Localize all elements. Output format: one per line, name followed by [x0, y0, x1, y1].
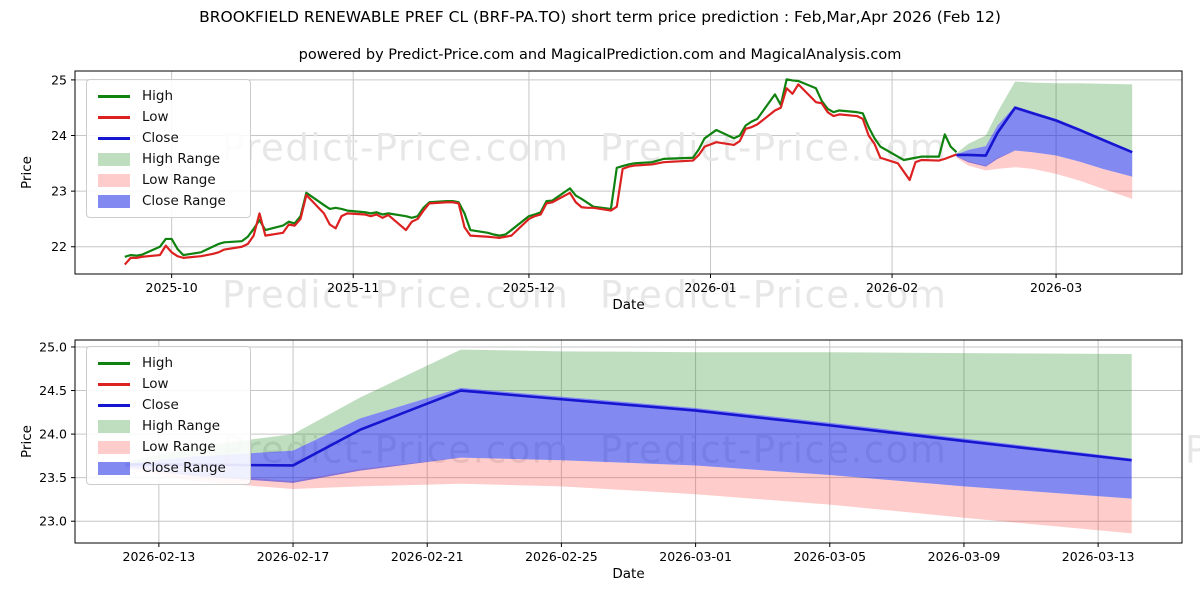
figure-subtitle: powered by Predict-Price.com and Magical…	[298, 47, 902, 63]
legend-label-close: Close	[142, 397, 179, 413]
legend-swatch-high	[98, 94, 130, 98]
x-tick-label: 2026-03	[1030, 280, 1082, 295]
watermark-text: Predict-Price.com	[600, 274, 947, 317]
y-tick-label: 24.5	[39, 383, 67, 398]
close-range-band	[125, 387, 1132, 499]
low-range-band	[956, 150, 1133, 199]
legend-swatch-low	[98, 382, 130, 386]
legend-item-close: Close	[98, 130, 226, 146]
x-tick-label: 2026-03-05	[793, 549, 866, 564]
legend-label-close-range: Close Range	[142, 193, 226, 209]
legend-label-high-range: High Range	[142, 151, 221, 167]
legend-item-close: Close	[98, 397, 226, 413]
x-tick-label: 2025-11	[327, 280, 379, 295]
y-tick-label: 24.0	[39, 427, 67, 442]
y-tick-label: 24	[51, 128, 67, 143]
x-tick-label: 2026-02-25	[525, 549, 598, 564]
x-tick-label: 2026-03-01	[659, 549, 732, 564]
legend-label-low: Low	[142, 376, 169, 392]
x-tick-label: 2026-02-21	[391, 549, 464, 564]
legend-swatch-close-range	[98, 194, 130, 208]
legend-swatch-high-range	[98, 419, 130, 433]
legend-swatch-close-range	[98, 461, 130, 475]
legend-item-low: Low	[98, 109, 226, 125]
y-axis-label: Price	[19, 425, 35, 458]
legend-swatch-low	[98, 115, 130, 119]
legend-item-low-range: Low Range	[98, 172, 226, 188]
x-tick-label: 2026-02-13	[123, 549, 196, 564]
close-forecast-line	[956, 106, 1133, 157]
y-tick-label: 23.0	[39, 514, 67, 529]
legend-item-low: Low	[98, 376, 226, 392]
legend-label-low-range: Low Range	[142, 439, 216, 455]
bottom-chart-legend: High Low Close High Range Low Range Close Ran…	[86, 346, 251, 485]
plot-border	[74, 339, 1183, 544]
high-range-band	[125, 349, 1132, 464]
legend-item-high: High	[98, 355, 226, 371]
legend-swatch-high-range	[98, 152, 130, 166]
top-chart-legend: High Low Close High Range Low Range Close Ran…	[86, 79, 251, 218]
x-tick-label: 2025-12	[503, 280, 555, 295]
legend-item-close-range: Close Range	[98, 460, 226, 476]
x-tick-label: 2025-10	[146, 280, 198, 295]
high-range-band	[956, 81, 1133, 155]
legend-swatch-high	[98, 361, 130, 365]
legend-item-high-range: High Range	[98, 418, 226, 434]
legend-item-high: High	[98, 88, 226, 104]
legend-label-high: High	[142, 88, 174, 104]
legend-item-close-range: Close Range	[98, 193, 226, 209]
y-tick-label: 23.5	[39, 470, 67, 485]
legend-item-low-range: Low Range	[98, 439, 226, 455]
legend-item-high-range: High Range	[98, 151, 226, 167]
axes-ticks: 2026-02-13 2026-02-17 2026-02-21 2026-02-25…	[39, 339, 1134, 564]
x-tick-label: 2026-03-13	[1062, 549, 1135, 564]
legend-label-close-range: Close Range	[142, 460, 226, 476]
axes-ticks: 2025-10 2025-11 2025-12 2026-01 2026-02 2026-…	[51, 72, 1082, 295]
watermark-text: Predict-Price.com	[222, 274, 569, 317]
x-tick-label: 2026-02	[866, 280, 918, 295]
x-tick-label: 2026-02-17	[257, 549, 330, 564]
legend-label-close: Close	[142, 130, 179, 146]
close-range-band	[956, 106, 1133, 177]
legend-label-high: High	[142, 355, 174, 371]
y-tick-label: 25.0	[39, 339, 67, 354]
legend-swatch-low-range	[98, 440, 130, 454]
legend-swatch-close	[98, 403, 130, 407]
low-range-band	[125, 457, 1132, 534]
y-tick-label: 25	[51, 72, 67, 87]
watermark-text: Predict-Price.com	[222, 127, 569, 170]
chart-price-history-with-forecast: Predict-Price.com Predict-Price.com Predic…	[19, 70, 1183, 317]
legend-label-low: Low	[142, 109, 169, 125]
chart-forecast-detail: Predict-Price.comPredict-Price.comPredic…	[19, 339, 1200, 582]
legend-label-high-range: High Range	[142, 418, 221, 434]
legend-swatch-low-range	[98, 173, 130, 187]
legend-label-low-range: Low Range	[142, 172, 216, 188]
watermark-text: Predict-Price.com	[1185, 429, 1200, 472]
y-tick-label: 23	[51, 184, 67, 199]
y-axis-label: Price	[19, 156, 35, 189]
x-tick-label: 2026-01	[684, 280, 736, 295]
legend-swatch-close	[98, 136, 130, 140]
y-tick-label: 22	[51, 239, 67, 254]
x-tick-label: 2026-03-09	[928, 549, 1001, 564]
x-axis-label: Date	[612, 297, 644, 313]
figure-title: BROOKFIELD RENEWABLE PREF CL (BRF-PA.TO)…	[199, 8, 1001, 26]
low-line	[123, 83, 957, 266]
plot-border	[74, 70, 1183, 275]
x-axis-label: Date	[612, 566, 644, 582]
